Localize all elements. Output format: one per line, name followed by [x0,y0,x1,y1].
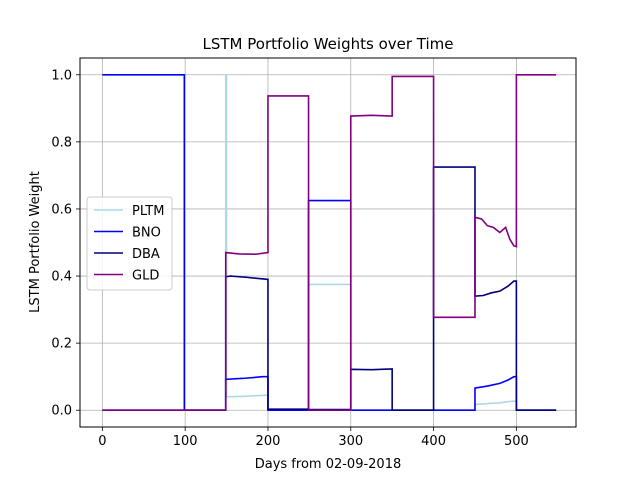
y-tick-label: 0.0 [51,404,72,419]
chart-title: LSTM Portfolio Weights over Time [203,35,454,53]
y-tick-label: 0.2 [51,337,72,352]
legend-label-dba: DBA [132,247,160,262]
y-tick-label: 0.6 [51,202,72,217]
y-tick-label: 0.4 [51,270,72,285]
x-tick-label: 500 [504,434,529,449]
x-axis-label: Days from 02-09-2018 [255,457,402,472]
axis-ticks: 0 100 200 300 400 500 0.0 0.2 0.4 0.6 0.8 1.0 [51,68,528,449]
plot-frame [79,57,577,428]
series-line-gld [102,73,557,412]
series-lines [102,73,557,412]
y-axis-label: LSTM Portfolio Weight [28,171,43,313]
legend-label-bno: BNO [132,226,161,241]
legend-label-gld: GLD [132,269,159,284]
y-tick-label: 0.8 [51,135,72,150]
series-line-dba [102,166,557,412]
legend-box [86,196,173,291]
x-tick-label: 300 [338,434,363,449]
series-line-pltm [102,73,557,412]
legend-label-pltm: PLTM [132,204,164,219]
y-tick-label: 1.0 [51,68,72,83]
x-tick-label: 0 [98,434,106,449]
x-tick-label: 100 [173,434,198,449]
x-tick-label: 400 [421,434,446,449]
x-tick-label: 200 [256,434,281,449]
legend: PLTM BNO DBA GLD [86,196,173,291]
